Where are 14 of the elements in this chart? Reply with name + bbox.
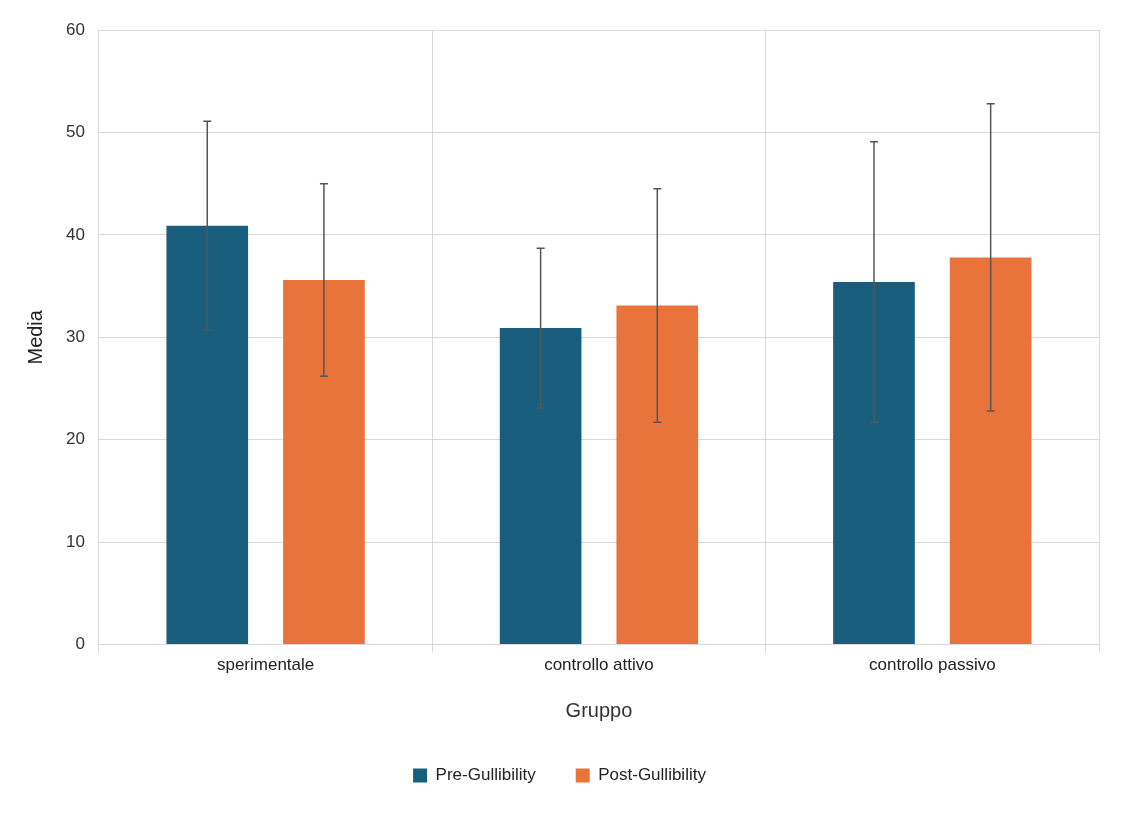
y-tick-label: 10 [65,531,85,551]
x-tick-label: controllo attivo [544,655,654,675]
y-tick-label: 30 [65,326,85,346]
y-tick-label: 50 [65,122,85,142]
legend-label: Pre-Gullibility [435,765,537,785]
y-tick-label: 40 [65,224,85,244]
y-tick-label: 0 [75,634,85,654]
y-tick-label: 20 [65,429,85,449]
x-tick-label: controllo passivo [869,655,996,675]
x-axis-title: Gruppo [565,698,633,721]
legend-label: Post-Gullibility [598,765,707,785]
y-axis-title: Media [23,309,46,365]
x-tick-label: sperimentale [216,655,315,675]
y-tick-label: 60 [65,19,85,39]
